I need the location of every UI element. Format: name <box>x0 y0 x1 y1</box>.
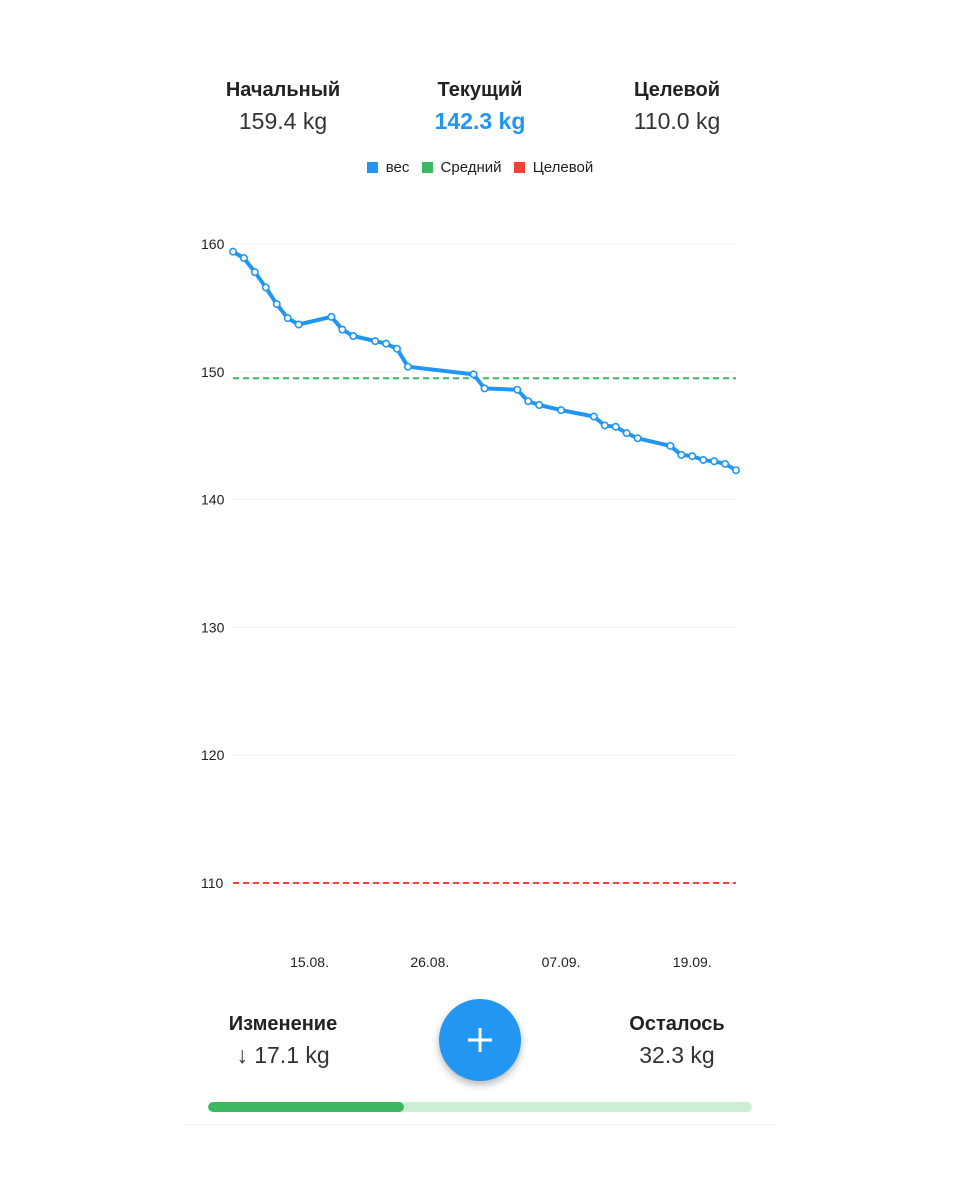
legend-item-target[interactable]: Целевой <box>513 158 594 178</box>
weight-data-point <box>294 320 303 329</box>
weight-series-line <box>231 249 738 473</box>
weight-data-point <box>677 450 686 459</box>
weight-data-point <box>283 314 292 323</box>
weight-data-point <box>229 247 238 256</box>
weight-data-point <box>721 459 730 468</box>
weight-data-point <box>393 344 402 353</box>
stat-current: Текущий 142.3 kg <box>370 76 590 138</box>
goal-progress-bar <box>208 1102 752 1112</box>
y-tick-label: 160 <box>201 236 225 252</box>
weight-data-point <box>272 300 281 309</box>
summary-change-label: Изменение <box>228 1013 338 1035</box>
stat-target-label: Целевой <box>633 79 721 101</box>
summary-change-value: ↓ 17.1 kg <box>236 1042 330 1068</box>
legend-label-average: Средний <box>440 159 502 176</box>
weight-data-point <box>699 455 708 464</box>
add-entry-button[interactable] <box>439 999 521 1081</box>
legend-swatch-average <box>421 162 433 173</box>
weight-data-point <box>250 268 259 277</box>
weight-data-point <box>611 422 620 431</box>
x-tick-label: 26.08. <box>410 954 449 970</box>
weight-data-point <box>557 406 566 415</box>
x-tick-label: 19.09. <box>673 954 712 970</box>
x-tick-label: 07.09. <box>542 954 581 970</box>
weight-data-point <box>633 434 642 443</box>
x-tick-label: 15.08. <box>290 954 329 970</box>
plus-icon <box>468 1028 492 1052</box>
summary-change: Изменение ↓ 17.1 kg <box>183 1010 383 1072</box>
weight-data-point <box>589 412 598 421</box>
y-tick-label: 120 <box>201 747 225 763</box>
y-tick-label: 110 <box>201 875 224 891</box>
weight-data-point <box>261 283 270 292</box>
stat-start-label: Начальный <box>225 79 341 101</box>
weight-data-point <box>535 401 544 410</box>
weight-data-point <box>688 452 697 461</box>
stats-header: Начальный 159.4 kg Текущий 142.3 kg Целе… <box>0 76 960 146</box>
y-tick-label: 130 <box>201 619 225 635</box>
stat-target: Целевой 110.0 kg <box>567 76 787 138</box>
weight-data-point <box>600 421 609 430</box>
stat-target-value: 110.0 kg <box>633 108 721 134</box>
divider <box>183 1124 777 1125</box>
weight-data-point <box>480 384 489 393</box>
weight-data-point <box>338 325 347 334</box>
weight-data-point <box>524 397 533 406</box>
legend-label-target: Целевой <box>532 159 594 176</box>
chart-legend: вес Средний Целевой <box>0 158 960 178</box>
weight-data-point <box>710 457 719 466</box>
weight-data-point <box>731 466 740 475</box>
summary-remaining-label: Осталось <box>629 1013 725 1035</box>
weight-data-point <box>513 385 522 394</box>
legend-swatch-weight <box>366 162 378 173</box>
legend-item-weight[interactable]: вес <box>366 158 410 178</box>
weight-data-point <box>327 312 336 321</box>
summary-remaining: Осталось 32.3 kg <box>577 1010 777 1072</box>
y-tick-label: 150 <box>201 364 225 380</box>
weight-data-point <box>239 254 248 263</box>
stat-current-value: 142.3 kg <box>434 108 526 134</box>
legend-swatch-target <box>513 162 525 173</box>
weight-data-point <box>469 370 478 379</box>
weight-data-point <box>371 337 380 346</box>
stat-start: Начальный 159.4 kg <box>173 76 393 138</box>
legend-label-weight: вес <box>385 159 410 176</box>
goal-progress-fill <box>208 1102 404 1112</box>
stat-start-value: 159.4 kg <box>238 108 328 134</box>
weight-data-point <box>403 362 412 371</box>
stat-current-label: Текущий <box>437 79 523 101</box>
legend-item-average[interactable]: Средний <box>421 158 502 178</box>
weight-data-point <box>622 429 631 438</box>
summary-bar: Изменение ↓ 17.1 kg Осталось 32.3 kg <box>0 1010 960 1080</box>
weight-data-point <box>382 339 391 348</box>
weight-chart: 160 150 140 130 120 110 15.08. 26.08. 07.09. 19.0… <box>201 236 740 970</box>
summary-remaining-value: 32.3 kg <box>639 1042 715 1068</box>
y-tick-label: 140 <box>201 492 225 508</box>
weight-data-point <box>666 441 675 450</box>
weight-data-point <box>349 332 358 341</box>
